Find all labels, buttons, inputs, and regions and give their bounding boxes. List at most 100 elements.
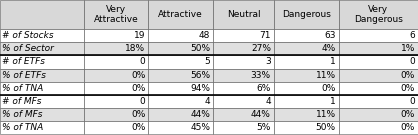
Bar xyxy=(84,29,148,42)
Bar xyxy=(274,82,339,95)
Text: 19: 19 xyxy=(134,31,145,40)
Text: 0%: 0% xyxy=(131,71,145,80)
Bar xyxy=(339,108,418,121)
Bar xyxy=(0,42,84,55)
Bar xyxy=(274,108,339,121)
Text: % of ETFs: % of ETFs xyxy=(2,71,46,80)
Bar xyxy=(339,29,418,42)
Bar xyxy=(213,121,274,134)
Bar xyxy=(84,42,148,55)
Bar xyxy=(0,82,84,95)
Bar xyxy=(274,68,339,82)
Text: 33%: 33% xyxy=(251,71,271,80)
Bar xyxy=(148,29,213,42)
Bar xyxy=(274,29,339,42)
Bar xyxy=(213,55,274,68)
Bar xyxy=(148,55,213,68)
Bar xyxy=(213,82,274,95)
Bar xyxy=(148,108,213,121)
Text: % of TNA: % of TNA xyxy=(2,123,43,132)
Bar xyxy=(339,82,418,95)
Bar xyxy=(274,121,339,134)
Text: % of Sector: % of Sector xyxy=(2,44,54,53)
Bar xyxy=(274,95,339,108)
Bar xyxy=(84,95,148,108)
Text: 0: 0 xyxy=(140,57,145,66)
Text: 0: 0 xyxy=(140,97,145,106)
Text: 27%: 27% xyxy=(251,44,271,53)
Bar xyxy=(339,95,418,108)
Bar xyxy=(0,29,84,42)
Text: 0%: 0% xyxy=(401,84,415,93)
Text: 11%: 11% xyxy=(316,110,336,119)
Text: 0%: 0% xyxy=(401,123,415,132)
Text: 94%: 94% xyxy=(190,84,210,93)
Bar xyxy=(339,121,418,134)
Bar xyxy=(213,0,274,29)
Text: 71: 71 xyxy=(259,31,271,40)
Bar xyxy=(84,82,148,95)
Text: Very
Attractive: Very Attractive xyxy=(94,5,138,24)
Text: 44%: 44% xyxy=(190,110,210,119)
Text: 1%: 1% xyxy=(401,44,415,53)
Text: 11%: 11% xyxy=(316,71,336,80)
Text: Very
Dangerous: Very Dangerous xyxy=(354,5,403,24)
Text: # of MFs: # of MFs xyxy=(2,97,41,106)
Bar xyxy=(274,0,339,29)
Text: 4%: 4% xyxy=(321,44,336,53)
Text: 63: 63 xyxy=(324,31,336,40)
Bar xyxy=(84,121,148,134)
Text: 48: 48 xyxy=(199,31,210,40)
Text: % of TNA: % of TNA xyxy=(2,84,43,93)
Text: 0%: 0% xyxy=(131,123,145,132)
Bar xyxy=(0,68,84,82)
Text: 5%: 5% xyxy=(257,123,271,132)
Bar xyxy=(84,108,148,121)
Bar xyxy=(213,68,274,82)
Bar xyxy=(339,0,418,29)
Bar xyxy=(148,68,213,82)
Text: 1: 1 xyxy=(330,57,336,66)
Text: Neutral: Neutral xyxy=(227,10,260,19)
Text: # of Stocks: # of Stocks xyxy=(2,31,54,40)
Text: 56%: 56% xyxy=(190,71,210,80)
Text: 0: 0 xyxy=(409,57,415,66)
Bar xyxy=(148,42,213,55)
Bar xyxy=(84,55,148,68)
Text: Attractive: Attractive xyxy=(158,10,203,19)
Text: 1: 1 xyxy=(330,97,336,106)
Text: 4: 4 xyxy=(265,97,271,106)
Text: 45%: 45% xyxy=(190,123,210,132)
Text: % of MFs: % of MFs xyxy=(2,110,42,119)
Bar xyxy=(339,55,418,68)
Text: 0%: 0% xyxy=(401,110,415,119)
Text: 4: 4 xyxy=(205,97,210,106)
Text: 6%: 6% xyxy=(257,84,271,93)
Bar xyxy=(84,68,148,82)
Bar xyxy=(148,0,213,29)
Text: 18%: 18% xyxy=(125,44,145,53)
Text: 50%: 50% xyxy=(316,123,336,132)
Bar xyxy=(339,68,418,82)
Bar xyxy=(339,42,418,55)
Text: 6: 6 xyxy=(409,31,415,40)
Bar xyxy=(0,108,84,121)
Bar xyxy=(213,95,274,108)
Text: Dangerous: Dangerous xyxy=(282,10,331,19)
Bar xyxy=(148,95,213,108)
Bar xyxy=(213,29,274,42)
Bar xyxy=(84,0,148,29)
Bar xyxy=(213,42,274,55)
Bar xyxy=(148,121,213,134)
Text: 0: 0 xyxy=(409,97,415,106)
Bar xyxy=(274,55,339,68)
Text: 0%: 0% xyxy=(131,84,145,93)
Bar xyxy=(0,0,84,29)
Text: 0%: 0% xyxy=(131,110,145,119)
Text: 0%: 0% xyxy=(321,84,336,93)
Text: 5: 5 xyxy=(204,57,210,66)
Text: 50%: 50% xyxy=(190,44,210,53)
Bar xyxy=(213,108,274,121)
Bar xyxy=(0,95,84,108)
Bar xyxy=(274,42,339,55)
